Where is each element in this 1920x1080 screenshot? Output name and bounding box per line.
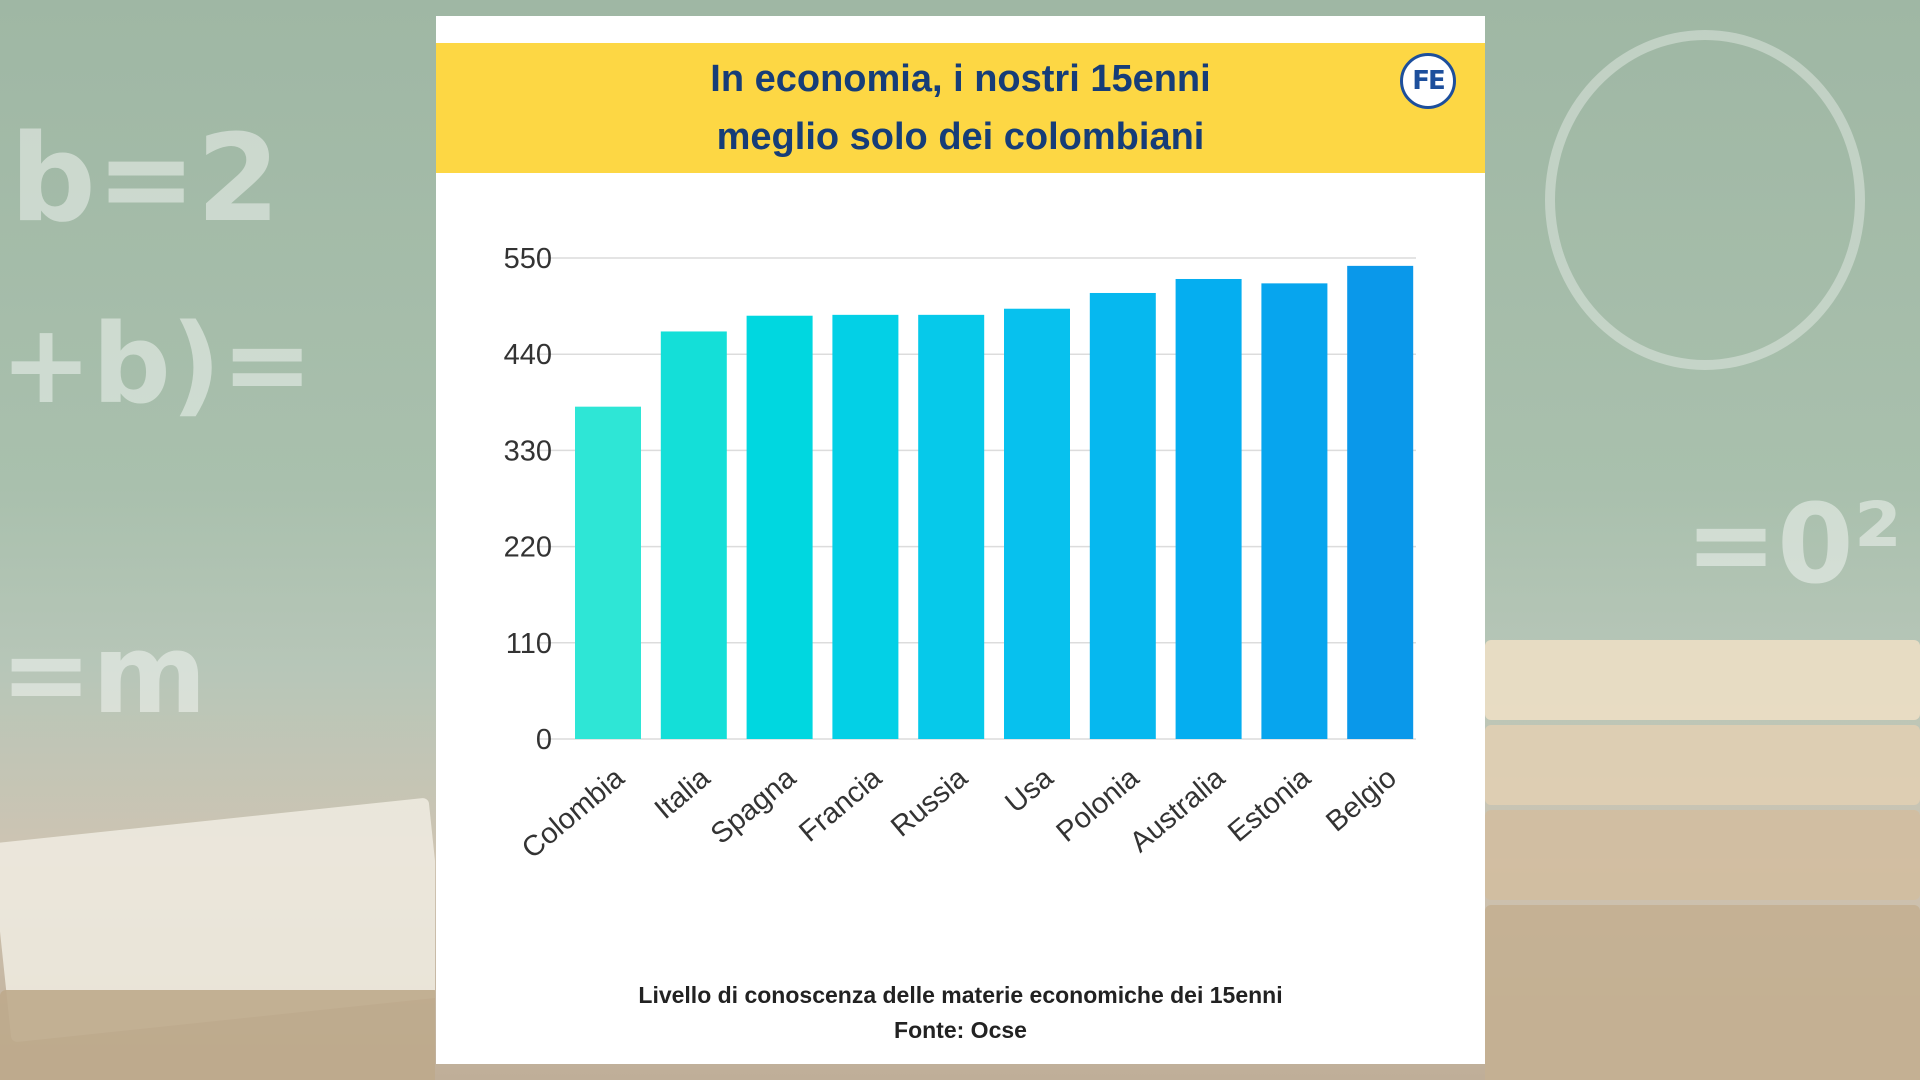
x-tick-label: Estonia bbox=[1222, 761, 1317, 848]
brand-logo-text: FE bbox=[1412, 66, 1446, 96]
bar-belgio bbox=[1347, 265, 1414, 739]
chalk-decoration: =m bbox=[0, 610, 207, 738]
title-line-2: meglio solo dei colombiani bbox=[716, 116, 1205, 158]
y-tick-label: 330 bbox=[504, 435, 552, 467]
x-tick-label: Colombia bbox=[516, 761, 631, 865]
title-banner: In economia, i nostri 15enni meglio solo… bbox=[436, 43, 1485, 173]
bar-australia bbox=[1175, 278, 1242, 739]
bar-francia bbox=[832, 314, 899, 739]
title-line-1: In economia, i nostri 15enni bbox=[710, 58, 1211, 100]
clock-decoration bbox=[1545, 30, 1865, 370]
book-decoration bbox=[1485, 725, 1920, 805]
x-tick-label: Francia bbox=[793, 761, 888, 848]
chalk-decoration: =0² bbox=[1685, 480, 1902, 608]
background-left: b=2 +b)= =m bbox=[0, 0, 435, 1080]
infographic-card: In economia, i nostri 15enni meglio solo… bbox=[436, 16, 1485, 1064]
bar-polonia bbox=[1089, 292, 1156, 739]
y-tick-label: 550 bbox=[504, 243, 552, 275]
x-tick-label: Belgio bbox=[1320, 762, 1402, 838]
y-tick-label: 0 bbox=[536, 724, 552, 756]
background-right: =0² bbox=[1485, 0, 1920, 1080]
bar-spagna bbox=[746, 315, 813, 739]
bar-usa bbox=[1004, 308, 1070, 739]
y-tick-label: 220 bbox=[504, 532, 552, 564]
bar-chart: 0 110 220 330 440 550 Colombia ItaliaSpagnaFran… bbox=[504, 243, 1416, 865]
bar-colombia bbox=[575, 406, 641, 739]
chalk-decoration: b=2 bbox=[10, 110, 280, 249]
x-tick-label: Usa bbox=[999, 761, 1060, 819]
bar-estonia bbox=[1261, 283, 1328, 739]
y-tick-label: 110 bbox=[506, 628, 552, 660]
x-tick-label: Spagna bbox=[705, 761, 803, 850]
x-tick-label: Italia bbox=[649, 761, 717, 825]
x-tick-label: Russia bbox=[885, 761, 974, 843]
table-decoration bbox=[0, 990, 435, 1080]
chart-source: Fonte: Ocse bbox=[894, 1017, 1027, 1043]
x-tick-label: Australia bbox=[1124, 761, 1232, 859]
book-decoration bbox=[1485, 905, 1920, 1080]
bar-russia bbox=[918, 314, 985, 739]
book-decoration bbox=[1485, 810, 1920, 900]
y-tick-label: 440 bbox=[504, 339, 552, 371]
chart-caption: Livello di conoscenza delle materie econ… bbox=[638, 982, 1283, 1008]
book-decoration bbox=[1485, 640, 1920, 720]
brand-logo: FE bbox=[1400, 53, 1456, 109]
chalk-decoration: +b)= bbox=[0, 300, 314, 428]
bar-italia bbox=[660, 331, 727, 739]
